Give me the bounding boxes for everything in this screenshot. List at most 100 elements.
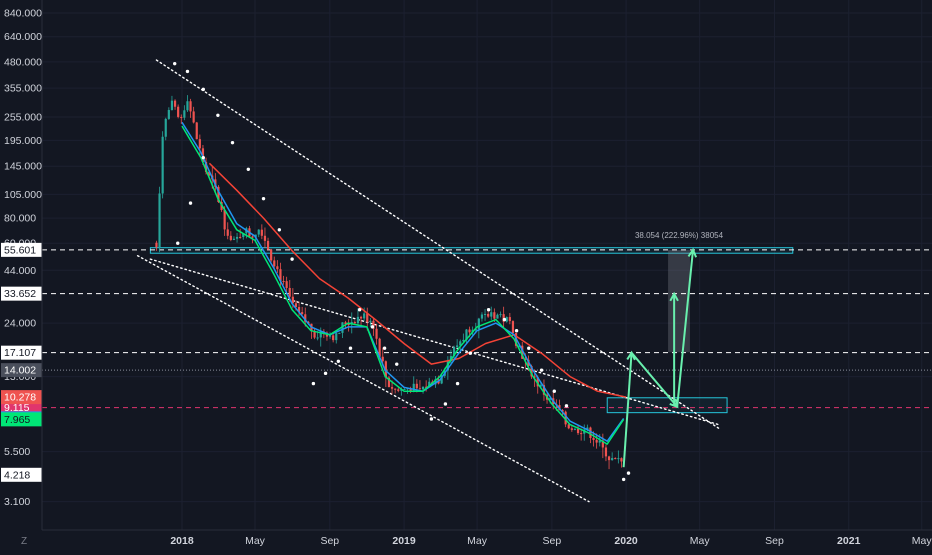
candle-body (291, 296, 294, 304)
sar-dot (348, 346, 353, 350)
price-level-tag (1, 345, 42, 360)
candle-body (304, 314, 307, 322)
candle-body (561, 410, 564, 412)
candle-body (353, 321, 356, 324)
zone-rectangle (149, 247, 794, 254)
candle-body (477, 318, 480, 330)
time-axis[interactable]: 2018 May Sep 2019 May Sep 2020 May Sep 2021 May (41, 0, 932, 547)
sar-dot (336, 359, 341, 363)
candle-body (319, 331, 322, 338)
candle-body (468, 329, 471, 333)
candle-body (161, 136, 164, 194)
candle-body (521, 345, 524, 359)
candle-body (195, 122, 198, 140)
candle-body (177, 106, 180, 117)
current-price-tag-text: 10.278 (4, 392, 36, 404)
price-level-tag (1, 363, 42, 378)
price-axis[interactable]: 840.000 640.000 480.000 355.000 255.000 195.0… (0, 0, 42, 530)
candle-body (189, 101, 192, 112)
candle-body (474, 329, 477, 331)
measure-label: 38.054 (222.96%) 38054 (635, 231, 724, 240)
sar-dot (201, 87, 205, 92)
projection-arrow (622, 352, 633, 468)
candle-body (539, 385, 542, 387)
candle-body (313, 330, 316, 338)
candle-body (614, 458, 617, 460)
candle-body (601, 440, 604, 448)
candle-body (372, 320, 375, 329)
candle-body (394, 388, 397, 390)
candle-body (465, 329, 468, 340)
candle-body (173, 100, 177, 107)
time-axis-tick: 2018 (170, 535, 194, 547)
time-axis-tick: 2019 (392, 535, 416, 547)
ema-red-line (208, 162, 627, 398)
candle-body (607, 456, 611, 461)
candle-body (384, 361, 387, 378)
candle-body (412, 383, 415, 391)
candle-body (530, 366, 533, 377)
sar-dot (201, 155, 205, 160)
price-level-tag-text: 55.601 (4, 244, 36, 256)
time-axis-tick: May (245, 535, 266, 547)
current-price-tag-text: 4.218 (4, 469, 30, 481)
price-level-tag (1, 286, 42, 301)
sar-dot (502, 317, 507, 322)
candle-body (518, 345, 521, 347)
moving-averages-layer (181, 121, 627, 445)
sar-dot (443, 402, 448, 406)
candle-body (347, 324, 350, 326)
price-level-tag-text: 33.652 (4, 288, 36, 300)
candle-body (381, 356, 384, 362)
candle-body (589, 427, 592, 439)
candles-layer (155, 95, 623, 470)
candle-body (260, 229, 263, 236)
timezone-label[interactable]: Z (21, 536, 27, 547)
candle-body (415, 383, 418, 389)
current-price-tag (1, 390, 42, 405)
candle-body (493, 312, 496, 319)
measure-box (668, 249, 690, 353)
candle-body (198, 139, 201, 149)
sar-dot (277, 228, 282, 232)
candle-body (403, 388, 406, 390)
projection-arrows-layer (622, 247, 698, 468)
channel-lower-line (136, 254, 590, 503)
candle-body (316, 337, 319, 339)
candle-body (366, 313, 369, 322)
sar-dot (176, 241, 180, 245)
candle-body (301, 312, 304, 315)
current-price-tag (1, 412, 42, 427)
sar-dot (564, 404, 569, 408)
candle-body (567, 424, 570, 429)
trendlines-layer (42, 59, 932, 503)
sar-dot (290, 257, 294, 261)
candle-body (490, 312, 493, 317)
price-axis-tick: 44.000 (4, 265, 36, 277)
projection-arrow (630, 352, 678, 408)
candle-body (397, 389, 400, 391)
candle-body (418, 388, 422, 390)
time-axis-tick: Sep (765, 535, 784, 547)
price-level-tag (1, 242, 42, 257)
sar-dot (621, 477, 626, 482)
candle-body (390, 387, 394, 389)
candle-body (434, 379, 437, 385)
candle-body (294, 303, 298, 308)
zone-rectangle (606, 397, 728, 414)
candle-body (409, 388, 412, 391)
price-level-tag-text: 14.002 (4, 365, 36, 377)
candle-body (257, 229, 260, 235)
price-axis-tick: 105.000 (4, 189, 42, 201)
candle-body (604, 447, 608, 457)
candle-body (359, 316, 363, 319)
candle-body (167, 110, 170, 119)
candle-body (452, 347, 456, 357)
candle-body (533, 376, 536, 378)
candle-body (595, 439, 598, 443)
price-axis-tick: 145.000 (4, 161, 42, 173)
price-axis-tick: 840.000 (4, 8, 42, 20)
sar-dot (552, 389, 556, 393)
price-axis-tick: 480.000 (4, 56, 42, 68)
